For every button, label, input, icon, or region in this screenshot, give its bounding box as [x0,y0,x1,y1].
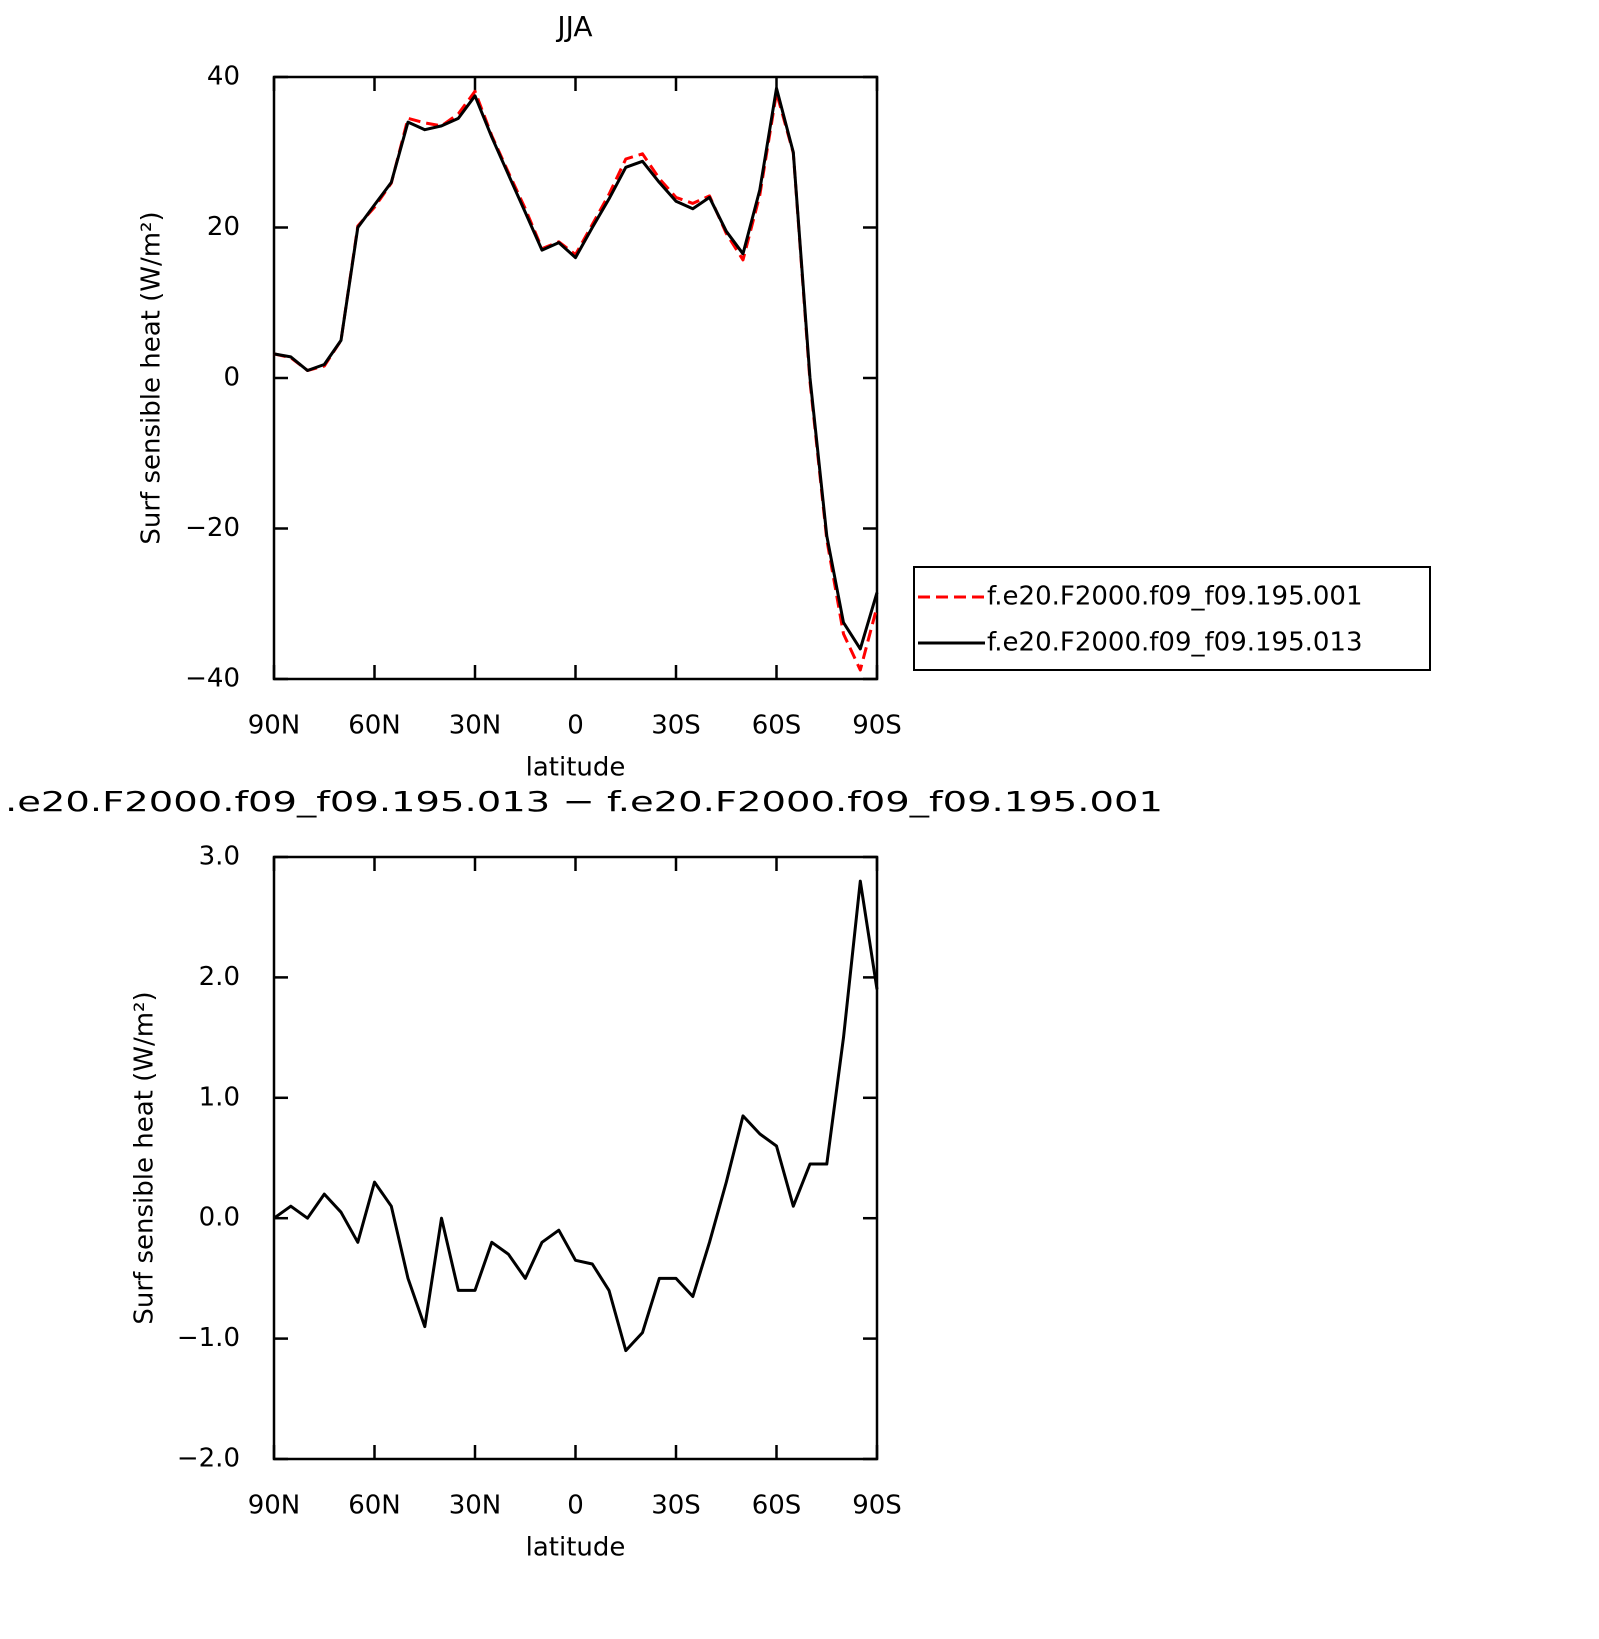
y-tick-label: 40 [207,62,240,92]
y-tick-label: 20 [207,212,240,242]
legend-label: f.e20.F2000.f09_f09.195.013 [987,628,1363,658]
chart-title: JJA [555,10,592,43]
x-tick-label: 60S [752,711,802,741]
y-tick-label: −1.0 [177,1323,240,1353]
x-tick-label: 0 [567,711,584,741]
plot-frame [272,855,879,1461]
series-line [273,86,879,651]
x-tick-label: 90S [852,1491,902,1521]
series-line [273,89,879,672]
y-axis-label: Surf sensible heat (W/m²) [130,991,160,1324]
plot-frame [272,75,879,681]
x-tick-label: 30N [449,1491,502,1521]
x-tick-label: 30N [449,711,502,741]
x-axis-label: latitude [526,1533,626,1563]
chart-title: .e20.F2000.f09_f09.195.013 − f.e20.F2000… [5,785,1163,818]
y-tick-label: 0.0 [199,1203,240,1233]
x-tick-label: 60N [348,1491,401,1521]
y-tick-label: −40 [185,664,240,694]
y-tick-label: 3.0 [199,842,240,872]
y-tick-label: −20 [185,513,240,543]
x-tick-label: 30S [651,711,701,741]
x-tick-label: 60N [348,711,401,741]
x-tick-label: 60S [752,1491,802,1521]
y-tick-label: 1.0 [199,1082,240,1112]
y-tick-label: 0 [223,363,240,393]
series-line [273,879,879,1353]
x-tick-label: 0 [567,1491,584,1521]
y-axis-label: Surf sensible heat (W/m²) [137,211,167,544]
legend-label: f.e20.F2000.f09_f09.195.001 [987,582,1363,612]
x-axis-label: latitude [526,753,626,783]
y-tick-label: 2.0 [199,962,240,992]
x-tick-label: 90N [248,711,301,741]
x-tick-label: 90N [248,1491,301,1521]
legend-box [913,566,1431,671]
x-tick-label: 30S [651,1491,701,1521]
y-tick-label: −2.0 [177,1444,240,1474]
x-tick-label: 90S [852,711,902,741]
